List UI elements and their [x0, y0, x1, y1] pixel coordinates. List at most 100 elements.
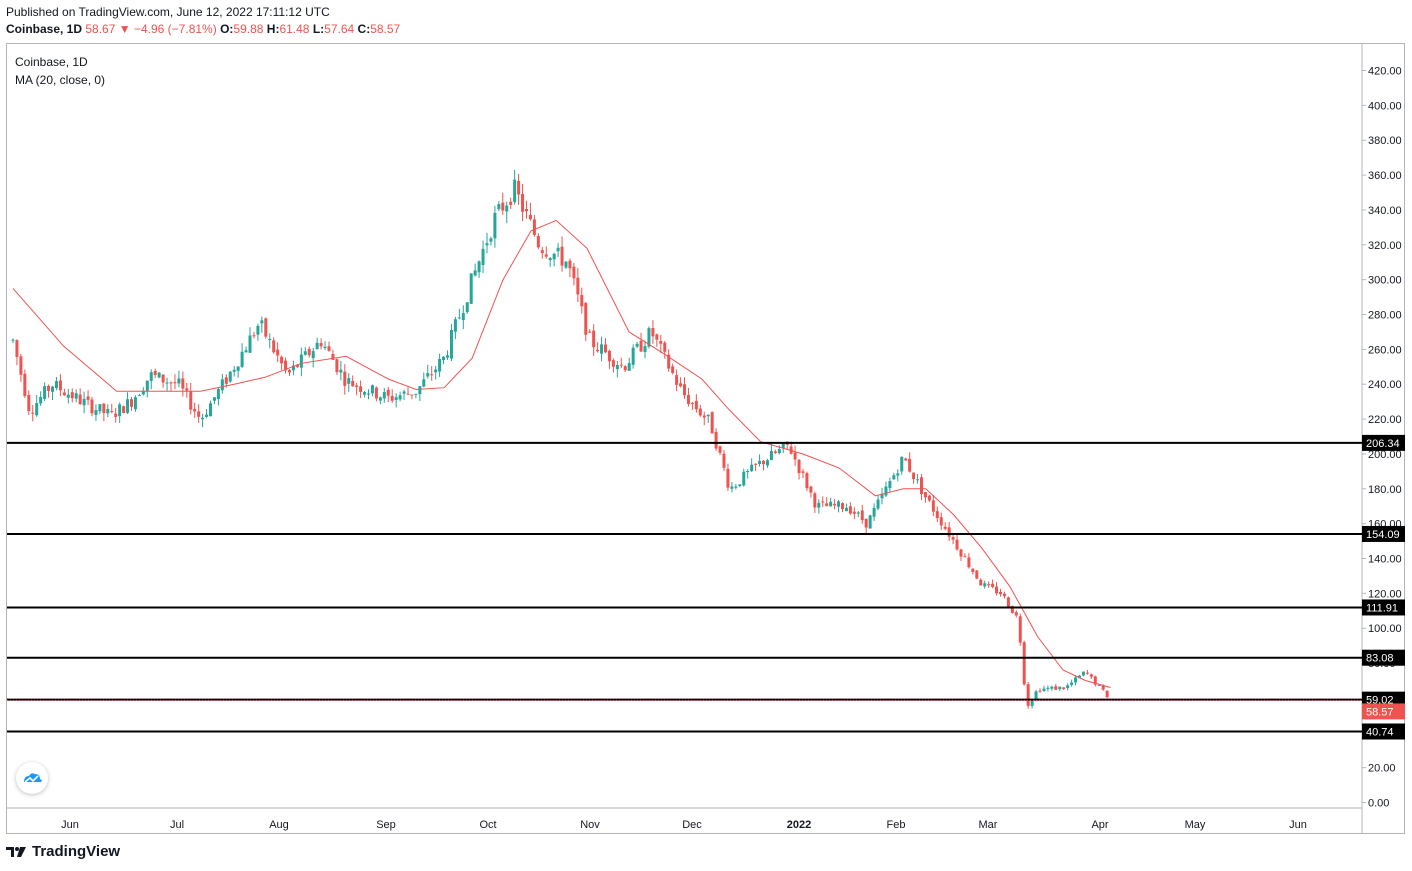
level-price-label: 83.08: [1366, 653, 1394, 665]
candle-up: [54, 381, 58, 389]
x-tick-label: Jun: [61, 819, 79, 831]
candle-up: [133, 397, 137, 410]
candle-up: [896, 473, 900, 476]
candle-up: [216, 389, 220, 400]
candle-up: [461, 313, 465, 320]
candle-up: [220, 379, 224, 391]
candle-down: [70, 392, 74, 399]
candle-down: [821, 501, 825, 503]
candle-down: [1038, 690, 1042, 692]
candle-down: [667, 354, 671, 369]
candle-up: [627, 363, 631, 371]
candle-up: [505, 205, 509, 212]
y-tick-label: 120.00: [1368, 588, 1402, 600]
x-tick-label: May: [1185, 819, 1206, 831]
candle-up: [497, 204, 501, 210]
candle-down: [675, 375, 679, 385]
candle-down: [114, 413, 118, 417]
open-value: 59.88: [233, 22, 264, 36]
candle-down: [607, 350, 611, 362]
candle-down: [762, 460, 765, 465]
candle-down: [540, 250, 544, 254]
candle-up: [876, 499, 880, 509]
candle-down: [193, 408, 197, 412]
candle-down: [651, 328, 655, 337]
low-label: L:: [312, 22, 325, 36]
ma-line: [12, 219, 1111, 688]
last-price: 58.67: [85, 22, 116, 36]
level-price-label: 154.09: [1366, 529, 1400, 541]
candle-up: [141, 390, 145, 395]
candle-up: [738, 484, 742, 486]
candle-up: [564, 261, 568, 268]
candle-down: [351, 380, 355, 387]
x-tick-label: Jun: [1289, 819, 1307, 831]
y-tick-label: 300.00: [1368, 275, 1402, 287]
candle-down: [611, 360, 615, 367]
candle-up: [398, 395, 402, 400]
candle-up: [868, 515, 872, 529]
candle-up: [1030, 700, 1034, 706]
candle-up: [730, 486, 734, 489]
candle-down: [252, 335, 256, 337]
candle-up: [228, 371, 232, 382]
candle-up: [548, 258, 552, 261]
candle-down: [619, 364, 623, 366]
candle-down: [805, 473, 809, 489]
x-tick-label: Sep: [376, 819, 396, 831]
candle-down: [773, 451, 777, 453]
candle-up: [880, 493, 884, 499]
candle-down: [327, 346, 331, 351]
candle-down: [852, 511, 856, 514]
candle-down: [1022, 642, 1026, 685]
candle-down: [694, 400, 698, 410]
candle-up: [635, 343, 639, 347]
candle-up: [600, 344, 604, 354]
candle-down: [927, 495, 931, 501]
candle-down: [1002, 593, 1006, 597]
candle-down: [173, 382, 177, 384]
candle-down: [1105, 690, 1109, 698]
candle-up: [884, 486, 888, 496]
legend-indicator: MA (20, close, 0): [15, 73, 106, 87]
candle-down: [920, 477, 923, 495]
candle-up: [363, 392, 367, 395]
level-price-label: 40.74: [1366, 726, 1394, 738]
candle-up: [473, 270, 477, 276]
candle-down: [1010, 605, 1014, 613]
candle-up: [177, 378, 181, 384]
candle-up: [493, 212, 497, 239]
candle-down: [912, 472, 916, 480]
x-tick-label: Apr: [1091, 819, 1108, 831]
candle-up: [742, 471, 746, 486]
candle-down: [686, 394, 690, 405]
candle-up: [556, 247, 560, 252]
candle-down: [580, 295, 584, 307]
candle-up: [1066, 685, 1070, 689]
candle-up: [872, 507, 876, 517]
candle-up: [1034, 691, 1038, 700]
candle-down: [386, 389, 390, 396]
candle-down: [592, 330, 596, 348]
candle-down: [15, 340, 19, 357]
candle-down: [904, 458, 908, 461]
x-tick-label: Feb: [887, 819, 906, 831]
candle-up: [137, 395, 141, 397]
tradingview-watermark-icon[interactable]: [16, 762, 48, 794]
y-tick-label: 420.00: [1368, 66, 1402, 78]
candle-up: [205, 414, 209, 417]
candle-up: [378, 397, 382, 401]
candle-down: [1026, 684, 1030, 706]
candle-down: [501, 202, 505, 211]
candle-down: [813, 493, 817, 508]
candle-up: [51, 386, 54, 392]
candle-up: [347, 378, 351, 384]
candle-down: [714, 431, 718, 449]
candle-up: [98, 404, 102, 412]
candle-up: [631, 347, 635, 365]
candle-up: [418, 386, 422, 395]
candle-up: [481, 248, 485, 266]
candle-down: [86, 396, 90, 400]
candle-down: [801, 471, 805, 473]
